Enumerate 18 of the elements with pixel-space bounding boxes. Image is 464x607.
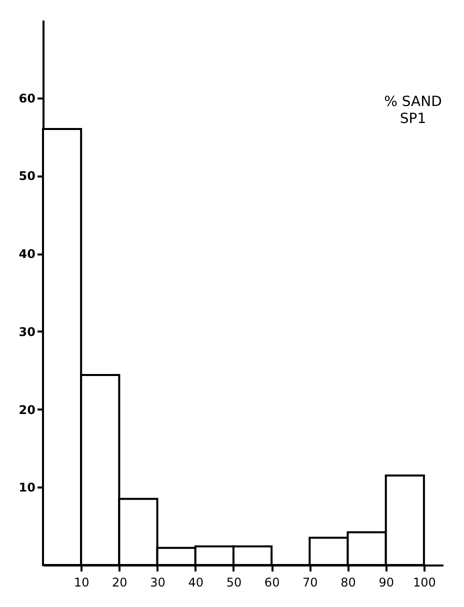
annotation: % SAND bbox=[384, 94, 442, 110]
x-tick-label: 90 bbox=[378, 576, 394, 590]
x-tick-label: 70 bbox=[302, 576, 318, 590]
annotation: SP1 bbox=[400, 111, 426, 127]
x-tick-label: 30 bbox=[150, 576, 166, 590]
x-tick-label: 60 bbox=[264, 576, 280, 590]
y-tick-label: 30 bbox=[18, 324, 36, 339]
x-tick-label: 100 bbox=[413, 576, 436, 590]
y-tick-label: 20 bbox=[18, 402, 36, 417]
x-tick-label: 10 bbox=[74, 576, 90, 590]
x-tick-label: 80 bbox=[340, 576, 356, 590]
y-tick-label: 10 bbox=[18, 480, 36, 495]
x-tick-label: 20 bbox=[112, 576, 128, 590]
x-tick-label: 40 bbox=[188, 576, 204, 590]
y-tick-label: 40 bbox=[18, 247, 36, 262]
y-tick-label: 60 bbox=[18, 91, 36, 106]
y-tick-label: 50 bbox=[18, 169, 36, 184]
x-tick-label: 50 bbox=[226, 576, 242, 590]
